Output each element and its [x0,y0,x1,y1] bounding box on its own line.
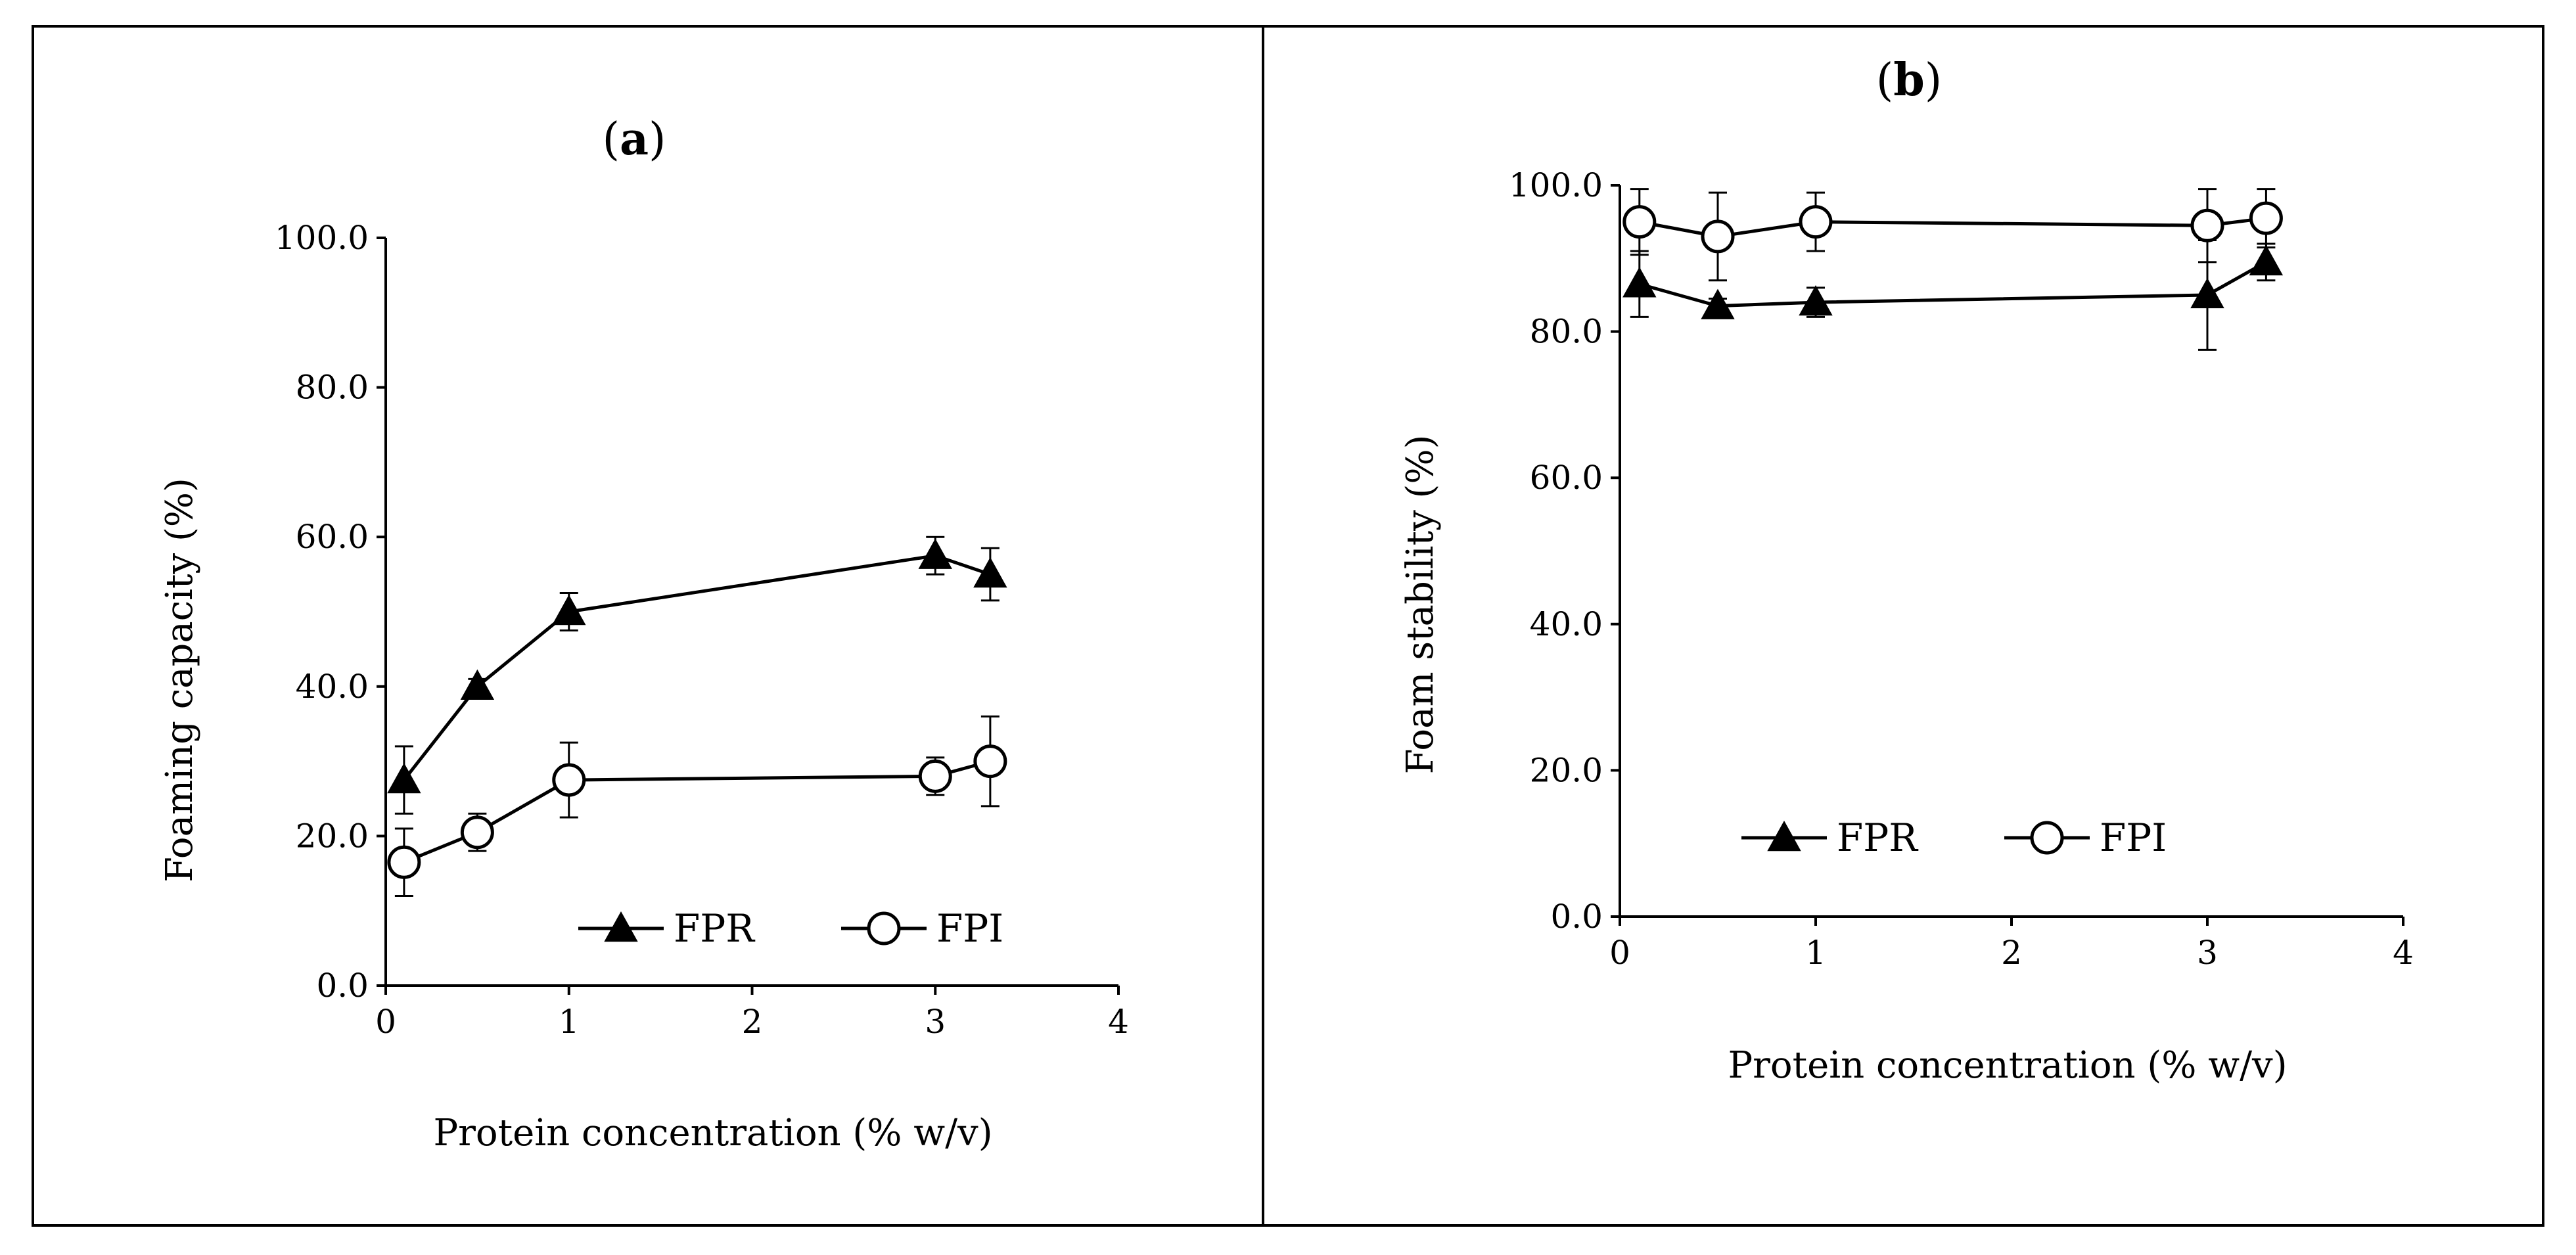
data-point-fpi [918,759,952,793]
legend: FPR FPI [1741,815,2167,860]
legend-label: FPI [936,906,1003,951]
legend-marker [604,911,638,942]
legend-label: FPR [674,906,756,951]
y-tick-label: 60.0 [296,518,369,556]
x-tick-label: 0 [375,1003,396,1041]
x-tick-label: 3 [2197,934,2218,972]
y-tick-label: 100.0 [1509,166,1603,204]
series-fpr [1622,239,2284,351]
x-tick-label: 1 [1805,934,1826,972]
y-tick-label: 80.0 [296,369,369,407]
series-fpi [387,715,1007,897]
legend-entry-fpi: FPI [2004,815,2167,860]
data-point-fpr [2190,277,2224,309]
series-layer [387,536,1007,897]
legend-marker [1767,820,1801,852]
y-tick-label: 0.0 [316,967,369,1005]
legend-label: FPR [1837,815,1919,860]
axes [1611,184,2404,926]
legend-label: FPI [2100,815,2167,860]
panel-label-b: (b) [1876,54,1943,106]
x-tick-label: 4 [1108,1003,1129,1041]
y-tick-label: 0.0 [1550,898,1603,936]
data-point-fpr [1622,267,1657,298]
panel-label-a: (a) [602,113,666,166]
x-axis-label: Protein concentration (% w/v) [433,1112,992,1154]
series-layer [1622,188,2284,351]
data-point-fpi [552,763,586,797]
data-point-fpr [1701,288,1735,319]
data-point-fpr [918,538,952,569]
y-tick-label: 80.0 [1530,313,1603,351]
series-fpr [387,536,1007,815]
y-tick-label: 60.0 [1530,459,1603,497]
x-tick-label: 2 [2001,934,2022,972]
data-point-fpr [973,557,1007,588]
y-tick-label: 100.0 [275,219,369,257]
tick-labels: 0.0 20.0 40.0 60.0 80.0 100.0 0 1 2 3 4 [1509,166,2414,972]
data-point-fpr [387,762,421,794]
data-point-fpr [2249,244,2284,276]
x-tick-label: 3 [925,1003,946,1041]
x-tick-label: 0 [1609,934,1630,972]
chart-panel-a: (a) Protein concentration (% w/v) Foamin… [158,113,1129,1154]
y-axis-label: Foaming capacity (%) [158,478,201,882]
legend-entry-fpr: FPR [1741,815,1919,860]
data-point-fpi [2249,201,2283,235]
legend-marker [2030,821,2064,855]
x-tick-label: 2 [742,1003,763,1041]
x-axis-label: Protein concentration (% w/v) [1728,1044,2287,1087]
axes [377,237,1120,995]
figure-frame [32,25,2544,1227]
data-point-fpi [1622,205,1657,239]
legend-entry-fpr: FPR [578,906,756,951]
data-point-fpi [1799,205,1833,239]
data-point-fpr [460,669,495,700]
chart-panel-b: (b) Protein concentration (% w/v) Foam s… [1399,54,2414,1087]
data-point-fpi [1701,219,1735,254]
data-point-fpi [2190,208,2224,242]
x-tick-label: 4 [2393,934,2414,972]
tick-labels: 0.0 20.0 40.0 60.0 80.0 100.0 0 1 2 3 4 [275,219,1129,1041]
y-tick-label: 40.0 [1530,605,1603,643]
x-tick-label: 1 [559,1003,580,1041]
data-point-fpi [387,845,421,879]
data-point-fpr [552,594,586,626]
legend-marker [867,911,901,946]
data-point-fpr [1799,285,1833,316]
y-axis-label: Foam stability (%) [1399,435,1442,775]
data-point-fpi [973,744,1007,779]
y-tick-label: 40.0 [296,668,369,706]
data-point-fpi [460,815,494,850]
legend: FPR FPI [578,906,1003,951]
y-tick-label: 20.0 [296,817,369,855]
series-fpi [1622,188,2283,282]
legend-entry-fpi: FPI [841,906,1003,951]
y-tick-label: 20.0 [1530,751,1603,789]
